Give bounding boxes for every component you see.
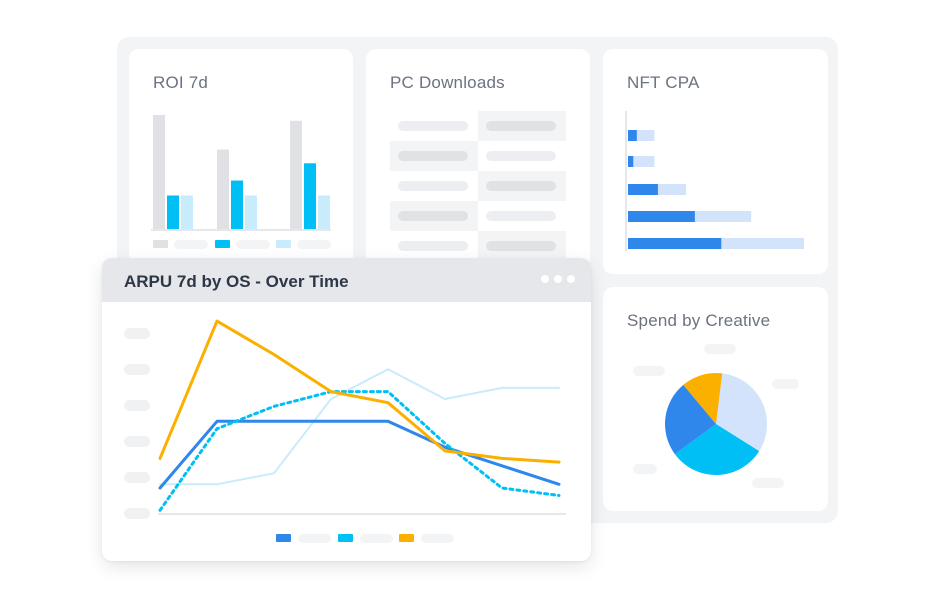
pie-slice-1 xyxy=(716,373,768,452)
pie-slice-4 xyxy=(683,372,723,424)
table-cell-left xyxy=(390,231,478,261)
table-cell-placeholder xyxy=(486,121,556,131)
roi-card-title: ROI 7d xyxy=(153,73,209,92)
table-cell-right xyxy=(478,141,566,171)
table-row xyxy=(390,141,566,171)
table-cell-placeholder xyxy=(486,211,556,221)
roi-legend-swatch-1 xyxy=(153,240,168,248)
pc-downloads-card-title: PC Downloads xyxy=(390,73,505,92)
roi-legend-label-3 xyxy=(297,240,331,249)
table-cell-left xyxy=(390,201,478,231)
table-cell-left xyxy=(390,111,478,141)
y-tick-label xyxy=(124,436,150,447)
table-cell-right xyxy=(478,201,566,231)
table-row xyxy=(390,231,566,261)
nft-bar-value-4 xyxy=(628,211,695,222)
table-cell-left xyxy=(390,141,478,171)
series-light-blue-line xyxy=(159,368,560,486)
table-row xyxy=(390,111,566,141)
roi-chart xyxy=(151,115,331,231)
nft-bar-value-2 xyxy=(628,156,634,167)
arpu-legend-swatch-3 xyxy=(399,534,414,542)
roi-bar-3-2 xyxy=(304,163,316,230)
nft-bar-total-2 xyxy=(628,156,655,167)
nft-cpa-chart xyxy=(625,111,804,251)
series-cyan-dotted-line xyxy=(158,390,561,512)
table-cell-placeholder xyxy=(398,181,468,191)
arpu-card-header: ARPU 7d by OS - Over Time xyxy=(102,258,591,302)
table-row xyxy=(390,171,566,201)
pie-slice-2 xyxy=(674,424,760,476)
table-cell-right xyxy=(478,111,566,141)
pie-slice-3 xyxy=(665,384,716,455)
arpu-legend-label-3 xyxy=(421,534,454,543)
pie-label-bottom-left xyxy=(633,464,657,474)
table-cell-placeholder xyxy=(398,241,468,251)
table-cell-placeholder xyxy=(486,241,556,251)
roi-bar-3-1 xyxy=(290,120,302,230)
arpu-legend-label-2 xyxy=(360,534,393,543)
pc-downloads-card[interactable]: PC Downloads xyxy=(366,49,590,289)
roi-legend-label-2 xyxy=(236,240,270,249)
roi-bar-1-2 xyxy=(167,195,179,230)
y-tick-label xyxy=(124,328,150,339)
y-tick-label xyxy=(124,508,150,519)
arpu-legend-label-1 xyxy=(298,534,331,543)
nft-bar-total-1 xyxy=(628,130,655,141)
roi-bar-2-1 xyxy=(217,149,229,230)
roi-bar-1-1 xyxy=(153,115,165,230)
spend-pie-chart xyxy=(665,372,768,476)
nft-cpa-card[interactable]: NFT CPA xyxy=(603,49,828,274)
pie-label-bottom-right xyxy=(752,478,784,488)
more-dots-icon[interactable] xyxy=(541,275,575,283)
nft-bar-value-1 xyxy=(628,130,637,141)
series-orange-line xyxy=(158,319,561,464)
y-tick-label xyxy=(124,364,150,375)
roi-bar-2-2 xyxy=(231,180,243,230)
spend-card[interactable]: Spend by Creative xyxy=(603,287,828,511)
series-blue-line xyxy=(158,419,561,490)
roi-card[interactable]: ROI 7d xyxy=(129,49,353,289)
downloads-table xyxy=(390,111,566,261)
pie-label-top xyxy=(704,344,736,354)
roi-bar-3-3 xyxy=(318,195,330,230)
arpu-card-title: ARPU 7d by OS - Over Time xyxy=(124,272,349,291)
y-tick-label xyxy=(124,400,150,411)
table-cell-right xyxy=(478,231,566,261)
arpu-legend-swatch-1 xyxy=(276,534,291,542)
nft-bar-value-3 xyxy=(628,184,658,195)
table-cell-placeholder xyxy=(398,121,468,131)
table-row xyxy=(390,201,566,231)
nft-cpa-card-title: NFT CPA xyxy=(627,73,700,92)
pie-label-right xyxy=(772,379,799,389)
spend-card-title: Spend by Creative xyxy=(627,311,771,330)
dot-3 xyxy=(567,275,575,283)
table-cell-placeholder xyxy=(398,211,468,221)
roi-legend-swatch-3 xyxy=(276,240,291,248)
table-cell-placeholder xyxy=(486,181,556,191)
roi-legend-swatch-2 xyxy=(215,240,230,248)
roi-bar-2-3 xyxy=(245,195,257,230)
dot-2 xyxy=(554,275,562,283)
y-tick-label xyxy=(124,472,150,483)
table-cell-left xyxy=(390,171,478,201)
dot-1 xyxy=(541,275,549,283)
roi-bar-1-3 xyxy=(181,195,193,230)
nft-bar-value-5 xyxy=(628,238,722,249)
arpu-line-chart xyxy=(158,319,566,515)
table-cell-placeholder xyxy=(486,151,556,161)
roi-legend-label-1 xyxy=(174,240,208,249)
pie-label-left xyxy=(633,366,665,376)
arpu-legend-swatch-2 xyxy=(338,534,353,542)
table-cell-right xyxy=(478,171,566,201)
arpu-card[interactable]: ARPU 7d by OS - Over Time xyxy=(102,258,591,561)
table-cell-placeholder xyxy=(398,151,468,161)
